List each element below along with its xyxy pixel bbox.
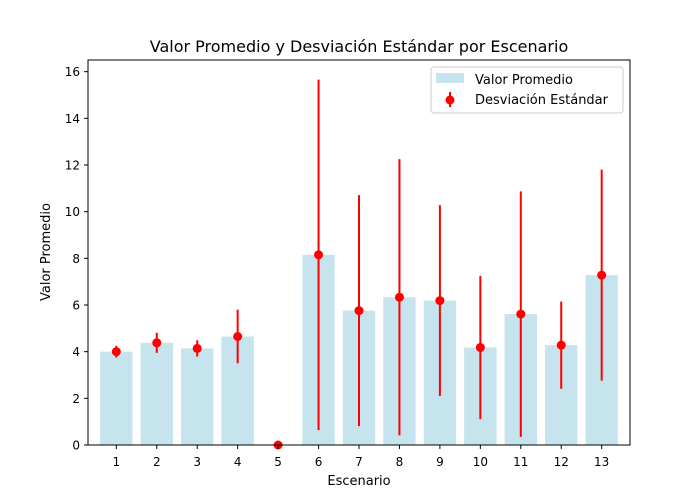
x-tick-label: 10 [473,455,488,469]
y-tick-label: 10 [65,205,80,219]
errorbar-marker-8 [394,292,404,302]
bar-2 [140,342,173,445]
x-tick-label: 3 [193,455,201,469]
errorbar-marker-1 [111,347,121,357]
x-tick-label: 12 [554,455,569,469]
x-tick-label: 5 [274,455,282,469]
x-tick-label: 9 [436,455,444,469]
y-tick-label: 16 [65,65,80,79]
y-tick-label: 6 [72,299,80,313]
legend-label-errorbars: Desviación Estándar [475,93,609,108]
y-axis-label: Valor Promedio [39,203,54,301]
errorbar-marker-7 [354,306,364,316]
x-tick-label: 8 [396,455,404,469]
legend-frame [430,66,624,114]
legend-bar-swatch [436,73,464,83]
errorbar-marker-2 [152,338,162,348]
legend-errorbar-swatch-marker [445,95,455,105]
errorbar-marker-11 [516,309,526,319]
legend-label-bars: Valor Promedio [475,73,573,88]
x-tick-label: 6 [315,455,323,469]
errorbar-marker-4 [233,332,243,341]
x-tick-label: 2 [153,455,161,469]
y-tick-label: 0 [72,439,80,453]
x-tick-label: 4 [234,455,242,469]
y-tick-label: 4 [72,345,80,359]
y-tick-label: 2 [72,392,80,406]
y-axis: 0 2 4 6 8 10 12 14 16 [65,65,88,453]
y-tick-label: 8 [72,252,80,266]
x-tick-label: 13 [594,455,609,469]
x-tick-label: 1 [112,455,120,469]
x-tick-label: 11 [513,455,528,469]
x-axis: 1 2 3 4 5 6 7 8 9 10 11 12 13 [112,445,609,469]
errorbar-marker-3 [192,343,202,353]
x-tick-label: 7 [355,455,363,469]
errorbar-marker-9 [435,296,445,306]
errorbar-marker-12 [556,340,566,350]
legend: Valor Promedio Desviación Estándar [430,66,624,114]
errorbar-marker-13 [597,270,607,280]
bar-1 [100,351,133,445]
errorbar-marker-6 [314,250,324,260]
bar-3 [181,348,214,445]
y-tick-label: 12 [65,159,80,173]
x-axis-label: Escenario [327,474,390,489]
errorbar-marker-10 [475,342,485,352]
y-tick-label: 14 [65,112,80,126]
chart-title: Valor Promedio y Desviación Estándar por… [150,37,568,56]
